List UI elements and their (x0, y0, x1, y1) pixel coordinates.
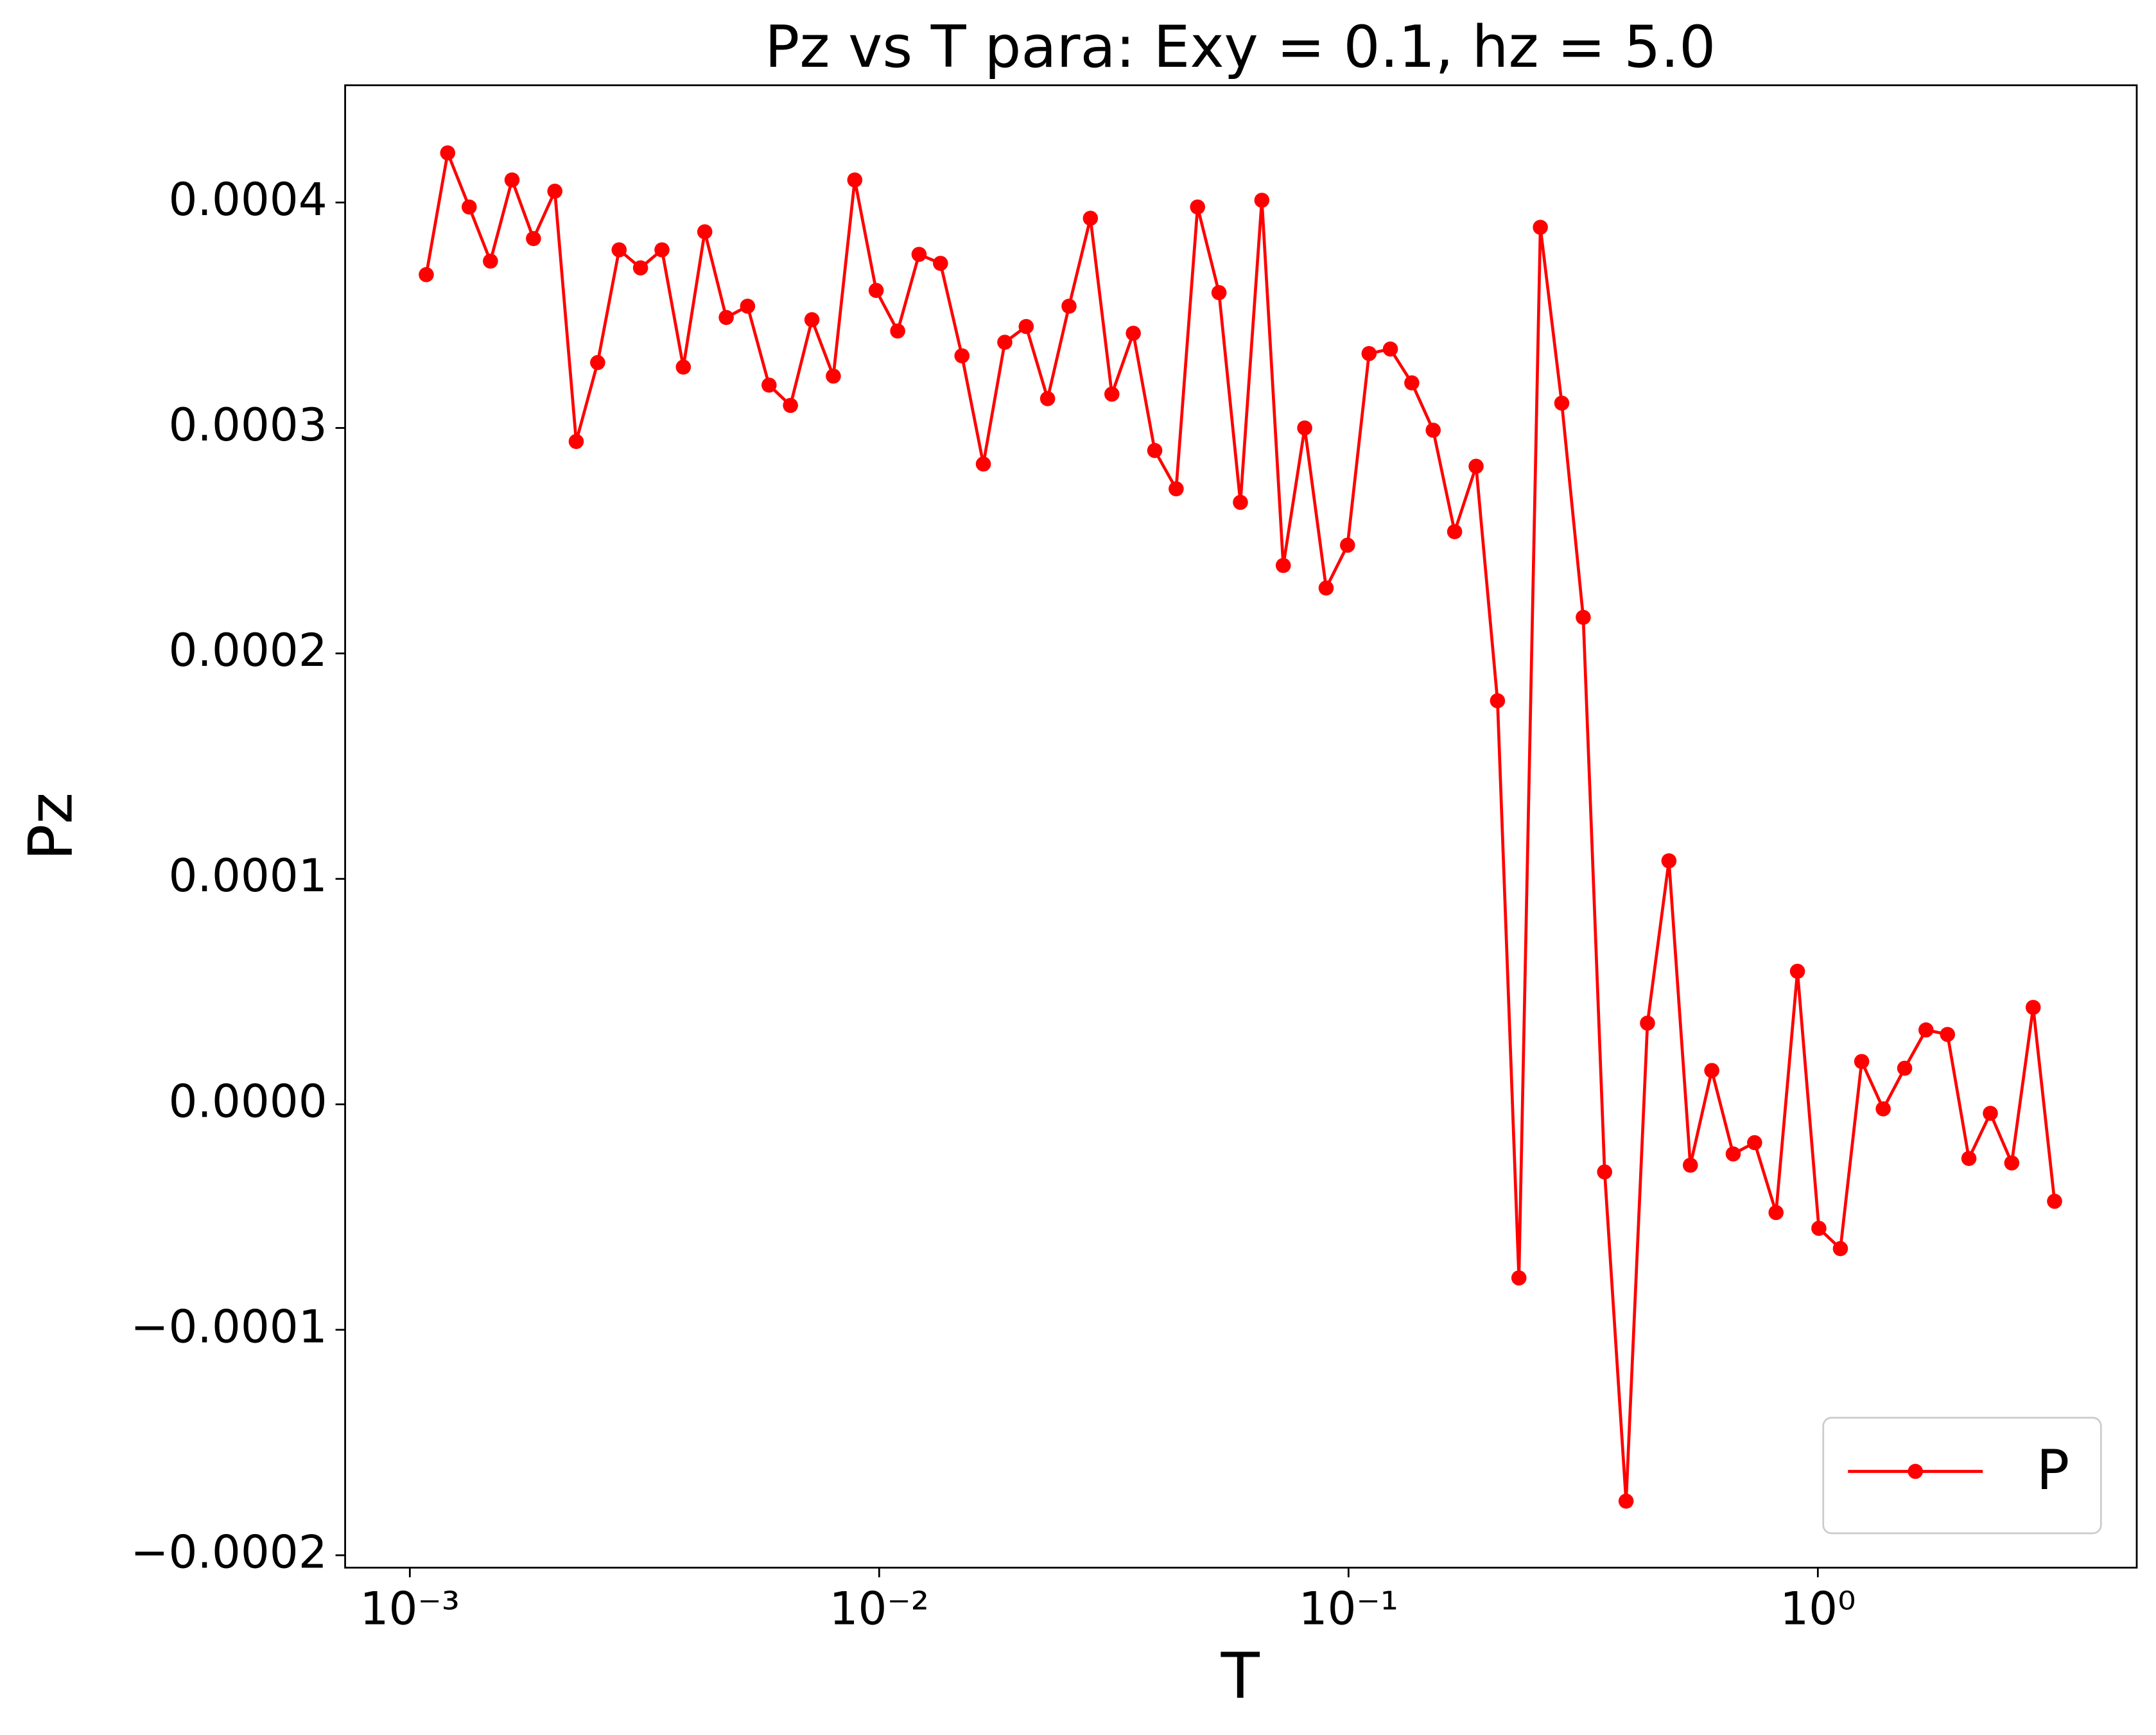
data-point (1554, 396, 1570, 411)
x-tick-label: 10⁻² (830, 1582, 930, 1635)
data-point (1126, 326, 1141, 341)
data-point (1897, 1060, 1913, 1076)
data-point (1682, 1157, 1698, 1173)
data-point (1211, 285, 1227, 301)
data-point (1104, 387, 1120, 402)
x-tick-label: 10⁻³ (360, 1582, 460, 1635)
data-point (783, 397, 798, 414)
data-point (761, 377, 777, 393)
data-point (1940, 1027, 1956, 1042)
data-point (1039, 391, 1056, 406)
data-point (1340, 537, 1355, 553)
data-point (1297, 420, 1312, 436)
data-line (424, 147, 2056, 1501)
data-point (1854, 1054, 1870, 1069)
data-point (1061, 299, 1077, 314)
data-point (632, 260, 648, 275)
data-point (1725, 1146, 1741, 1162)
data-point (1318, 580, 1334, 596)
y-tick-label: 0.0003 (168, 398, 327, 451)
data-point (568, 433, 584, 449)
data-point (1468, 458, 1484, 474)
data-point (675, 359, 691, 375)
x-tick-label: 10⁻¹ (1299, 1582, 1399, 1635)
data-point (933, 256, 948, 271)
data-point (1425, 423, 1441, 438)
data-point (804, 312, 820, 327)
data-point (1361, 345, 1377, 362)
data-point (1511, 1270, 1527, 1286)
data-point (868, 283, 884, 299)
plot-frame (344, 84, 2138, 1569)
data-point (483, 253, 498, 269)
x-tick-label: 10⁰ (1780, 1582, 1856, 1635)
y-tick-label: −0.0002 (130, 1526, 327, 1579)
data-point (1983, 1106, 1998, 1121)
y-tick-label: −0.0001 (130, 1300, 327, 1353)
data-point (1190, 199, 1206, 215)
data-point (1254, 193, 1270, 208)
y-tick-label: 0.0002 (168, 623, 327, 677)
data-point (1147, 442, 1163, 458)
data-point (1961, 1151, 1977, 1166)
data-point (1490, 693, 1506, 709)
data-point (504, 172, 520, 188)
chart-title: Pz vs T para: Exy = 0.1, hz = 5.0 (765, 14, 1716, 81)
legend-label: P (2037, 1438, 2070, 1503)
y-tick-label: 0.0000 (168, 1074, 327, 1128)
data-point (1082, 211, 1099, 226)
data-point (1233, 494, 1248, 510)
data-point (911, 247, 927, 262)
data-point (2025, 1000, 2041, 1015)
data-point (718, 310, 734, 326)
y-tick-label: 0.0004 (168, 173, 327, 226)
data-point (1811, 1221, 1827, 1236)
data-point (654, 242, 670, 257)
y-axis-label: Pz (17, 792, 87, 860)
data-point (2004, 1155, 2020, 1171)
data-point (890, 323, 905, 339)
data-point (1618, 1494, 1634, 1509)
data-point (526, 231, 541, 247)
data-point (1576, 609, 1591, 625)
data-point (1640, 1015, 1655, 1031)
data-point (1704, 1063, 1719, 1078)
data-point (847, 172, 863, 188)
data-point (611, 242, 627, 257)
data-point (1597, 1164, 1613, 1180)
data-point (461, 199, 477, 215)
data-point (590, 354, 605, 371)
data-point (1789, 963, 1805, 979)
data-point (1918, 1022, 1934, 1038)
data-point (1018, 318, 1034, 335)
data-point (697, 224, 713, 240)
x-axis-label: T (1221, 1640, 1260, 1713)
data-point (1382, 341, 1398, 357)
data-point (1832, 1241, 1848, 1257)
data-point (1404, 375, 1420, 391)
data-point (1447, 524, 1463, 539)
data-point (440, 145, 456, 161)
legend-marker (1908, 1463, 1923, 1479)
data-point (1661, 853, 1677, 869)
data-point (1169, 481, 1184, 497)
data-point (419, 266, 434, 283)
y-tick-label: 0.0001 (168, 849, 327, 902)
data-point (1275, 557, 1291, 573)
data-point (1875, 1101, 1891, 1117)
data-point (547, 184, 562, 199)
data-point (975, 456, 991, 472)
data-point (1533, 220, 1548, 235)
data-point (954, 348, 970, 363)
data-point (826, 368, 841, 384)
data-point (997, 335, 1013, 350)
data-point (740, 299, 756, 314)
data-point (1747, 1135, 1762, 1151)
legend: P (1822, 1417, 2102, 1535)
data-point (1768, 1205, 1784, 1221)
legend-box (1822, 1417, 2102, 1535)
data-point (2047, 1194, 2062, 1209)
